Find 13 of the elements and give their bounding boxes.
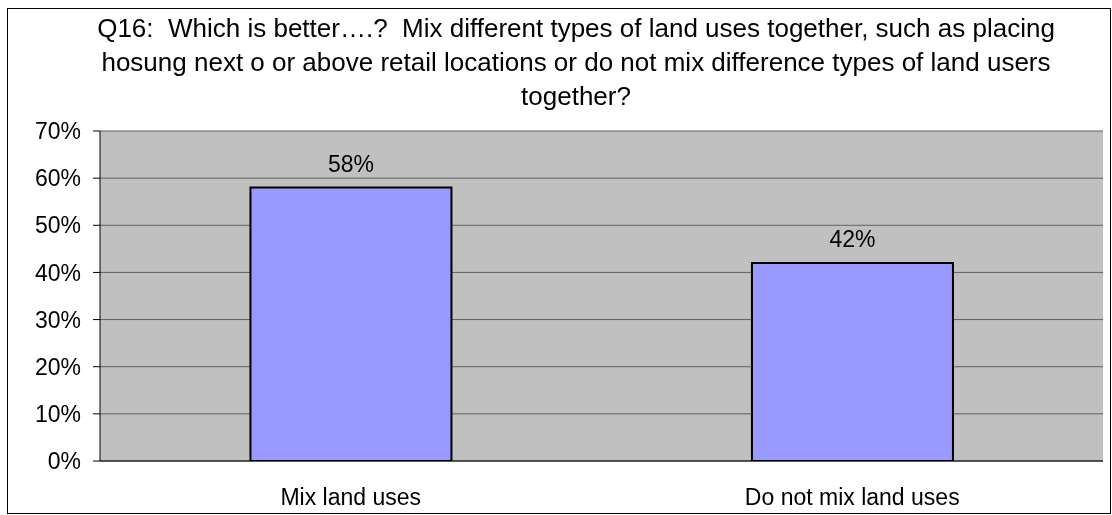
- chart-title: Q16: Which is better….? Mix different types of land uses together, such as placing hosung next o or above retail locations or do not mix difference types of land users together?: [96, 12, 1056, 113]
- y-tick-label: 50%: [34, 212, 81, 239]
- x-tick-label: Mix land uses: [280, 484, 422, 511]
- y-tick-label: 40%: [34, 259, 81, 286]
- y-tick-label: 20%: [34, 353, 81, 380]
- data-label: 42%: [829, 226, 876, 252]
- x-tick-label: Do not mix land uses: [744, 484, 960, 511]
- y-tick-label: 60%: [34, 165, 81, 192]
- data-label: 58%: [327, 150, 374, 177]
- y-tick-label: 0%: [47, 448, 81, 475]
- y-tick-label: 10%: [34, 401, 81, 428]
- y-tick-label: 30%: [34, 306, 81, 333]
- y-tick-label: 70%: [34, 118, 81, 145]
